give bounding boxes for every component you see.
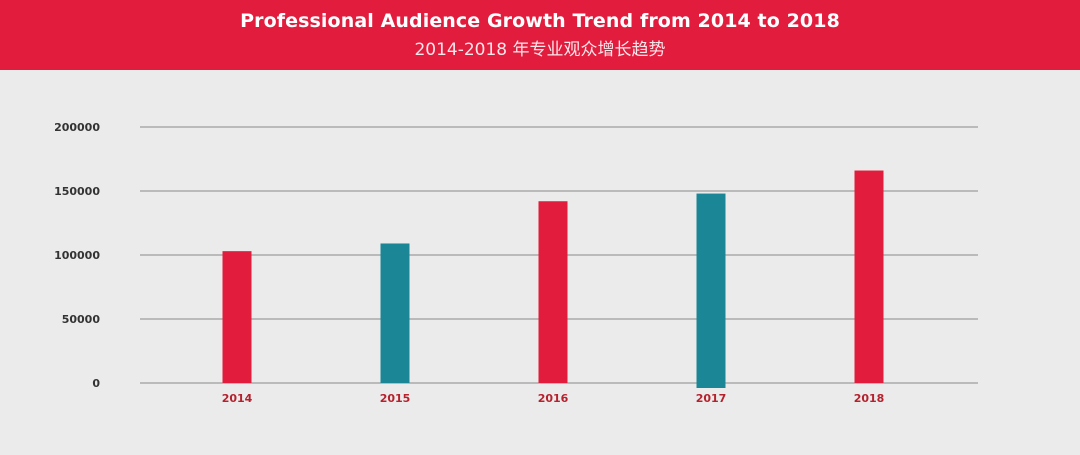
chart-subtitle: 2014-2018 年专业观众增长趋势: [414, 40, 666, 60]
y-tick-label: 100000: [54, 249, 100, 262]
chart-title: Professional Audience Growth Trend from …: [240, 10, 840, 32]
bar-2018: [854, 170, 884, 383]
x-tick-label: 2016: [538, 392, 569, 405]
y-tick-label: 150000: [54, 185, 100, 198]
y-tick-label: 50000: [62, 313, 101, 326]
bar-2017: [696, 193, 726, 388]
x-tick-label: 2018: [854, 392, 885, 405]
y-tick-label: 0: [92, 377, 100, 390]
bar-chart: 200000 150000 100000 50000 0 2014 2015 2016 2017…: [54, 121, 978, 405]
chart-header: Professional Audience Growth Trend from …: [0, 0, 1080, 70]
x-tick-label: 2017: [696, 392, 727, 405]
bar-2014: [222, 251, 252, 383]
y-tick-label: 200000: [54, 121, 100, 134]
bar-2016: [538, 201, 568, 383]
x-tick-label: 2015: [380, 392, 411, 405]
x-tick-label: 2014: [222, 392, 253, 405]
bar-2015: [380, 243, 410, 383]
